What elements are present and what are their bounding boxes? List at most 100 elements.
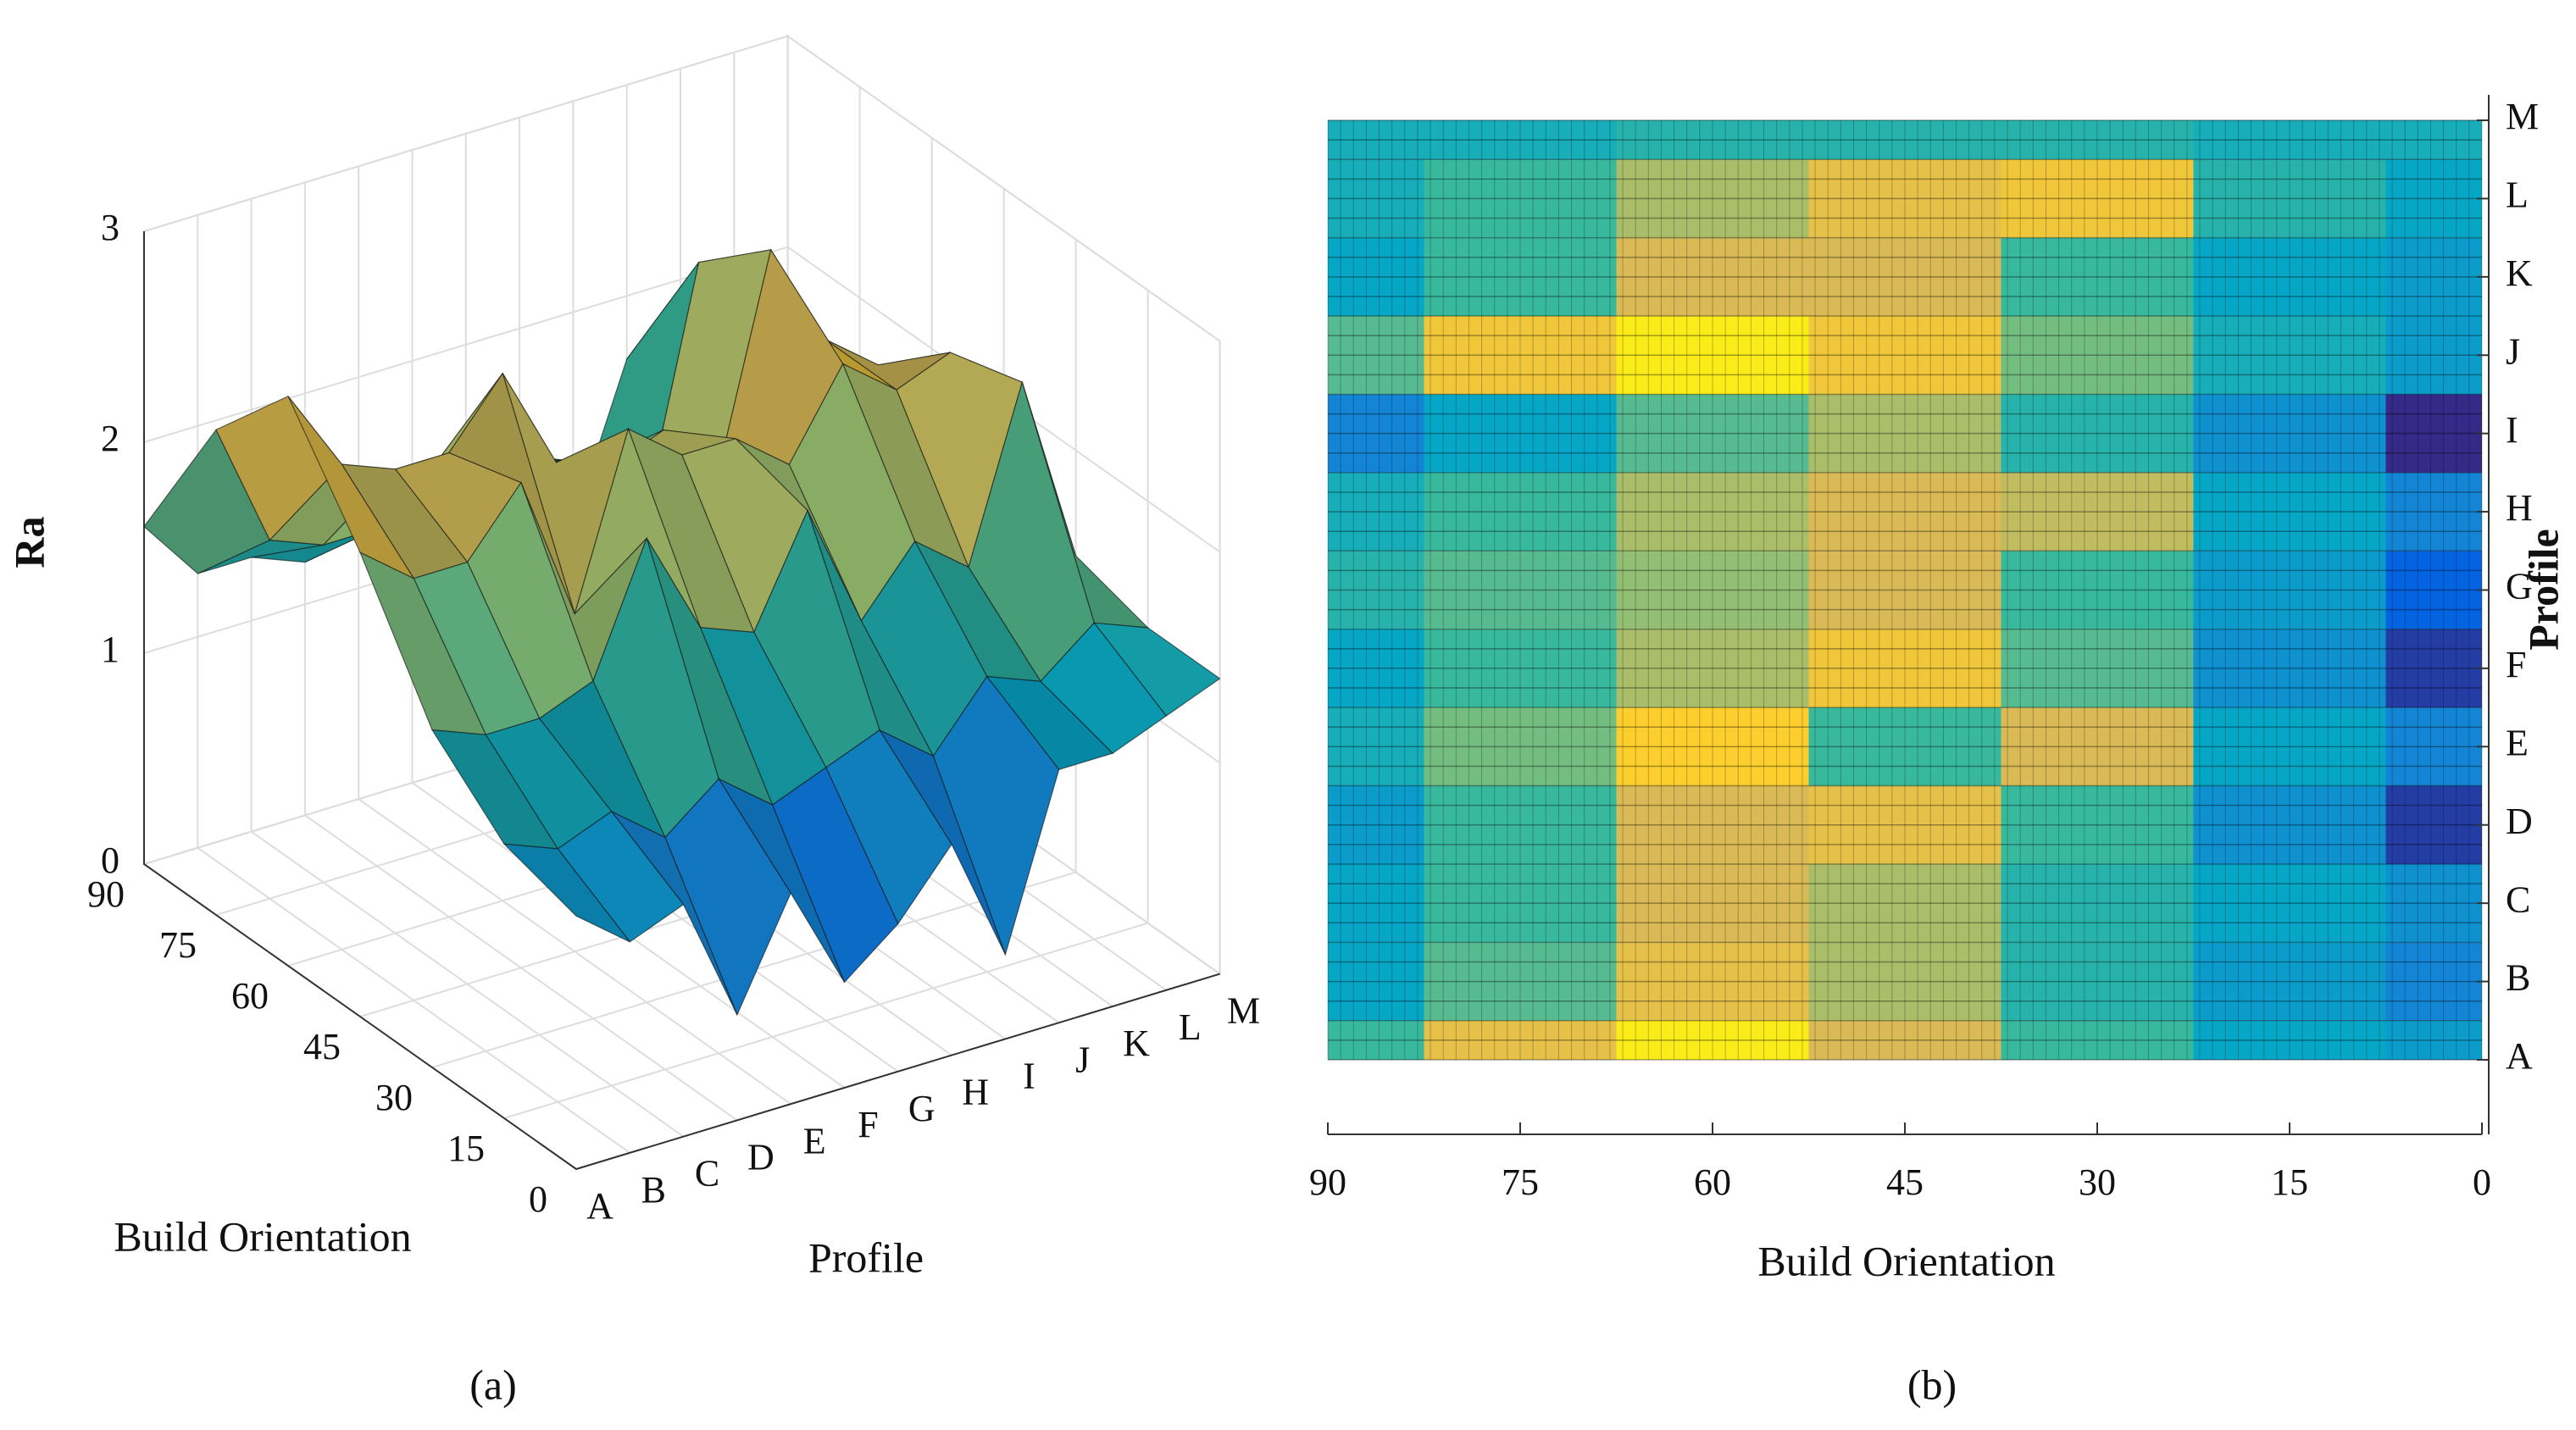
heat-cell [1808,942,2001,1021]
y-tick-label: K [2506,252,2533,294]
y-tick-label: G [2506,566,2533,607]
heat-cell [1616,316,1809,395]
z-tick-label: 0 [101,840,119,881]
y-tick-label: J [2506,330,2520,372]
heat-cell [2385,863,2482,943]
heat-cell [1328,551,1424,629]
heat-cell [1808,1020,2001,1060]
heat-cell [2193,863,2386,943]
heat-cell [2001,316,2194,395]
heat-cell [1808,863,2001,943]
heat-cell [1424,316,1617,395]
heat-cell [2385,551,2482,629]
x-tick-label: K [1123,1023,1150,1064]
heat-cell [2193,629,2386,708]
heat-cell [1616,1020,1809,1060]
x-tick-label: 30 [2079,1161,2116,1203]
heat-cell [2193,1020,2386,1060]
heat-cell [2001,472,2194,551]
heat-cell [1808,159,2001,238]
heat-cell [1328,629,1424,708]
y-axis-title: Profile [2519,529,2567,650]
y-tick-label: 15 [447,1128,485,1169]
heat-cell [2193,707,2386,786]
x-tick-label: C [695,1153,719,1194]
heat-cell [1328,394,1424,473]
heat-cell [2385,159,2482,238]
heat-cell [2385,394,2482,473]
heat-cell [1328,785,1424,864]
heat-cell [2385,472,2482,551]
heat-cell [2385,942,2482,1021]
heat-cell [1328,1020,1424,1060]
heat-cell [1328,159,1424,238]
heat-cell [2193,316,2386,395]
heat-cell [1808,785,2001,864]
x-tick-label: 75 [1502,1161,1539,1203]
heat-cell [1616,863,1809,943]
heat-cell [1424,120,1617,160]
heat-cell [2001,785,2194,864]
grid-line [197,214,630,1154]
z-tick-label: 1 [101,629,119,670]
heat-cell [2193,159,2386,238]
heat-cell [2385,1020,2482,1060]
heat-cell [2001,159,2194,238]
heat-cell [2193,120,2386,160]
heat-cell [1328,316,1424,395]
z-tick-label: 2 [101,418,119,459]
grid-line [358,166,791,1106]
heat-cell [1424,1020,1617,1060]
x-tick-label: M [1227,990,1260,1032]
x-tick-label: 60 [1694,1161,1731,1203]
y-tick-label: L [2506,175,2529,216]
heat-cell [2193,785,2386,864]
grid-line [250,198,685,1138]
heat-cell [1808,316,2001,395]
heat-cell [1328,863,1424,943]
heat-cell [1424,237,1617,317]
heat-cell [1616,942,1809,1021]
x-tick-label: 0 [2473,1161,2491,1203]
heat-cell [2385,120,2482,160]
y-tick-label: 0 [529,1178,547,1220]
y-tick-label: D [2506,801,2533,842]
heat-cell [1616,785,1809,864]
y-tick-label: 30 [375,1077,413,1118]
heat-cell [2193,942,2386,1021]
z-tick-label: 3 [101,207,119,248]
heat-cell [2385,707,2482,786]
heat-cell [2001,120,2194,160]
heat-cell [2193,394,2386,473]
heat-cell [1616,237,1809,317]
x-axis-title: Profile [808,1233,924,1281]
heat-cell [2001,629,2194,708]
axis-line [143,231,1220,1171]
heat-cell [1616,120,1809,160]
heat-cell [1328,237,1424,317]
x-tick-label: G [908,1088,935,1129]
y-tick-label: E [2506,722,2529,763]
x-tick-label: E [803,1120,826,1161]
heat-cell [1424,394,1617,473]
y-tick-label: A [2506,1035,2533,1077]
heat-cell [2385,237,2482,317]
heat-cell [2001,863,2194,943]
x-tick-label: B [641,1169,666,1211]
caption: (b) [1907,1361,1957,1408]
heat-cell [1808,551,2001,629]
heat-cell [1328,472,1424,551]
x-tick-label: 45 [1886,1161,1924,1203]
heat-cell [1808,629,2001,708]
z-axis-title: Ra [5,516,53,568]
heat-cell [1424,863,1617,943]
y-tick-label: 90 [87,873,125,915]
heat-cell [1616,159,1809,238]
grid-line [411,150,846,1089]
x-tick-label: 15 [2271,1161,2308,1203]
heat-cell [1328,707,1424,786]
heat-cell [1424,629,1617,708]
heat-cell [1616,707,1809,786]
x-tick-label: H [962,1072,989,1113]
